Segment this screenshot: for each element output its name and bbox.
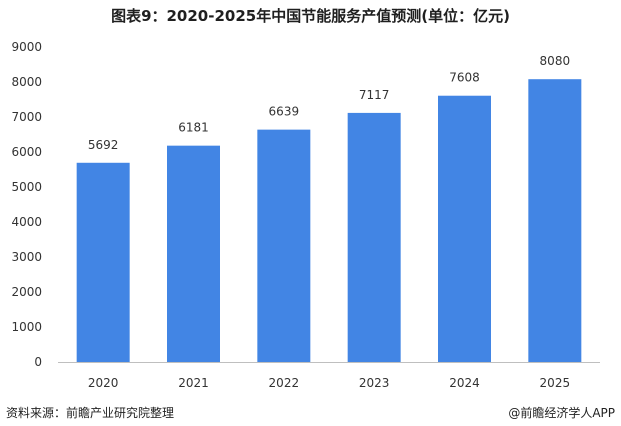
bar-2022 <box>257 129 311 362</box>
y-tick-label: 3000 <box>11 250 42 264</box>
y-tick-label: 2000 <box>11 285 42 299</box>
y-tick-label: 8000 <box>11 75 42 89</box>
credit-note: @前瞻经济学人APP <box>508 406 615 420</box>
y-tick-label: 1000 <box>11 320 42 334</box>
data-label-2020: 5692 <box>88 138 119 152</box>
data-label-2023: 7117 <box>359 88 390 102</box>
y-tick-label: 7000 <box>11 110 42 124</box>
bar-2020 <box>76 162 130 362</box>
x-tick-label-2020: 2020 <box>88 376 119 390</box>
x-axis: 2020 2021 2022 2023 2024 2025 <box>58 362 600 390</box>
x-tick-label-2025: 2025 <box>540 376 571 390</box>
y-axis: 0 1000 2000 3000 4000 5000 6000 7000 8000 9000 <box>11 40 42 369</box>
data-label-2022: 6639 <box>269 105 300 119</box>
bar-2025 <box>528 79 582 362</box>
y-tick-label: 6000 <box>11 145 42 159</box>
y-tick-label: 5000 <box>11 180 42 194</box>
bar-2021 <box>167 145 220 362</box>
x-tick-label-2022: 2022 <box>269 376 300 390</box>
x-tick-label-2024: 2024 <box>449 376 480 390</box>
data-labels: 5692 6181 6639 7117 7608 8080 <box>88 54 570 152</box>
y-tick-label: 9000 <box>11 40 42 54</box>
data-label-2021: 6181 <box>178 121 209 135</box>
data-label-2024: 7608 <box>449 71 480 85</box>
bar-2023 <box>347 112 401 362</box>
bar-2024 <box>438 95 491 362</box>
source-note: 资料来源：前瞻产业研究院整理 <box>6 406 175 420</box>
x-tick-label-2023: 2023 <box>359 376 390 390</box>
y-tick-label: 4000 <box>11 215 42 229</box>
x-tick-label-2021: 2021 <box>178 376 209 390</box>
bars <box>76 79 582 362</box>
data-label-2025: 8080 <box>540 54 571 68</box>
chart-title: 图表9：2020-2025年中国节能服务产值预测(单位：亿元) <box>111 7 510 25</box>
y-tick-label: 0 <box>34 355 42 369</box>
